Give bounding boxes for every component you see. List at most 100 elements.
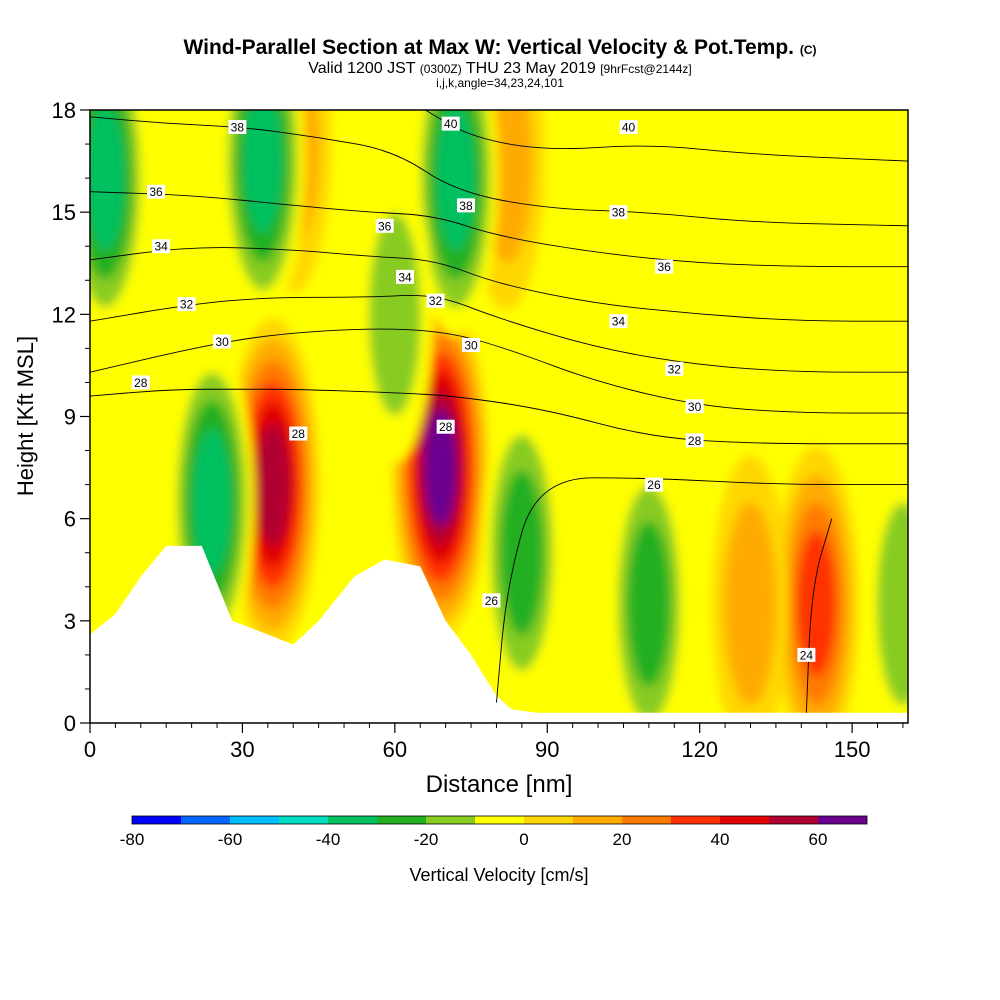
y-tick-label: 0 xyxy=(64,711,76,736)
colorbar-swatch xyxy=(720,816,769,824)
valid-utc: (0300Z) xyxy=(419,62,462,76)
contour-label-box xyxy=(289,426,308,441)
contour-label-box xyxy=(609,314,628,329)
colorbar: -80 -60 -40 -20 0 20 40 60 xyxy=(120,815,868,849)
colorbar-swatch xyxy=(524,816,573,824)
velocity-cell-8 xyxy=(243,110,283,234)
colorbar-tick-label: 0 xyxy=(519,830,528,849)
colorbar-tick-label: -80 xyxy=(120,830,145,849)
colorbar-tick-label: 20 xyxy=(613,830,632,849)
valid-prefix: Valid 1200 JST xyxy=(308,60,416,77)
x-tick-label: 150 xyxy=(834,737,871,762)
contour-label-box xyxy=(396,269,415,284)
contour-label-box xyxy=(177,297,196,312)
colorbar-swatch xyxy=(818,816,867,824)
contour-label: 28 xyxy=(292,427,306,441)
colorbar-swatch xyxy=(475,816,524,824)
colorbar-tick-label: 60 xyxy=(809,830,828,849)
contour-label: 30 xyxy=(464,338,478,352)
colorbar-swatch xyxy=(230,816,279,824)
theta-contour-30 xyxy=(90,328,908,414)
velocity-cell-9 xyxy=(436,110,476,251)
velocity-cell-2 xyxy=(797,531,836,677)
colorbar-tick-label: -40 xyxy=(316,830,341,849)
contour-label-box xyxy=(619,120,638,135)
colorbar-label: Vertical Velocity [cm/s] xyxy=(409,865,588,885)
contour-label-box xyxy=(436,419,455,434)
theta-contour-36 xyxy=(90,191,908,268)
colorbar-swatch xyxy=(132,816,181,824)
contour-label: 30 xyxy=(688,400,702,414)
velocity-cell-11 xyxy=(627,521,671,687)
x-tick-label: 60 xyxy=(383,737,407,762)
colorbar-swatch xyxy=(769,816,818,824)
x-tick-label: 0 xyxy=(84,737,96,762)
contour-label: 28 xyxy=(134,376,148,390)
contour-label: 28 xyxy=(688,434,702,448)
contour-label: 28 xyxy=(439,420,453,434)
contour-label-box xyxy=(147,184,166,199)
forecast-tag: [9hrFcst@2144z] xyxy=(600,62,692,76)
terrain-mask xyxy=(90,545,908,723)
contour-label-box xyxy=(685,433,704,448)
colorbar-swatch xyxy=(377,816,426,824)
theta-contours xyxy=(90,110,908,713)
contour-label-box xyxy=(228,120,247,135)
contour-label: 36 xyxy=(378,219,392,233)
contour-label-box xyxy=(131,375,150,390)
velocity-field xyxy=(90,110,908,723)
contour-label: 26 xyxy=(485,594,499,608)
theta-contour-32 xyxy=(90,294,908,373)
x-tick-label: 90 xyxy=(535,737,559,762)
contour-label-box xyxy=(797,647,816,662)
velocity-cell-12 xyxy=(876,502,908,706)
y-tick-label: 9 xyxy=(64,405,76,430)
y-tick-label: 18 xyxy=(52,98,76,123)
colorbar-swatch xyxy=(426,816,475,824)
contour-label: 32 xyxy=(429,294,443,308)
y-axis-label: Height [Kft MSL] xyxy=(13,336,38,496)
contour-label-box xyxy=(441,116,460,131)
copyright-mark: (C) xyxy=(799,43,817,57)
contour-label-box xyxy=(462,337,481,352)
contour-label: 32 xyxy=(668,362,682,376)
contour-label-box xyxy=(609,205,628,220)
contour-label-box xyxy=(482,593,501,608)
contour-label-box xyxy=(665,361,684,376)
velocity-cell-13 xyxy=(368,213,421,416)
colorbar-frame xyxy=(131,815,868,825)
contour-label-box xyxy=(655,259,674,274)
velocity-cell-1 xyxy=(424,409,457,526)
valid-date: THU 23 May 2019 xyxy=(465,60,596,77)
colorbar-swatch xyxy=(622,816,671,824)
theta-contour-38 xyxy=(90,116,908,227)
colorbar-tick-label: 40 xyxy=(711,830,730,849)
colorbar-tick-label: -60 xyxy=(218,830,243,849)
grid-indices: i,j,k,angle=34,23,24,101 xyxy=(436,76,564,90)
velocity-cell-10 xyxy=(500,469,544,636)
contour-label: 40 xyxy=(444,117,458,131)
contour-label-box xyxy=(375,218,394,233)
colorbar-swatch xyxy=(181,816,230,824)
contour-label: 34 xyxy=(612,315,626,329)
velocity-cell-7 xyxy=(90,110,125,251)
chart-subtitle: Valid 1200 JST (0300Z) THU 23 May 2019 [… xyxy=(0,60,1000,78)
colorbar-swatch xyxy=(573,816,622,824)
y-tick-label: 6 xyxy=(64,507,76,532)
colorbar-swatch xyxy=(279,816,328,824)
velocity-cell-3 xyxy=(724,502,777,706)
contour-label-box xyxy=(426,293,445,308)
terrain-layer xyxy=(90,545,908,723)
contour-label-box xyxy=(685,399,704,414)
y-tick-label: 15 xyxy=(52,200,76,225)
contour-label: 40 xyxy=(622,121,636,135)
contour-label: 26 xyxy=(647,478,661,492)
y-tick-label: 12 xyxy=(52,302,76,327)
contour-label: 36 xyxy=(149,185,163,199)
contour-label-box xyxy=(152,239,171,254)
y-tick-label: 3 xyxy=(64,609,76,634)
contour-label: 34 xyxy=(398,270,412,284)
contour-label: 32 xyxy=(180,298,194,312)
